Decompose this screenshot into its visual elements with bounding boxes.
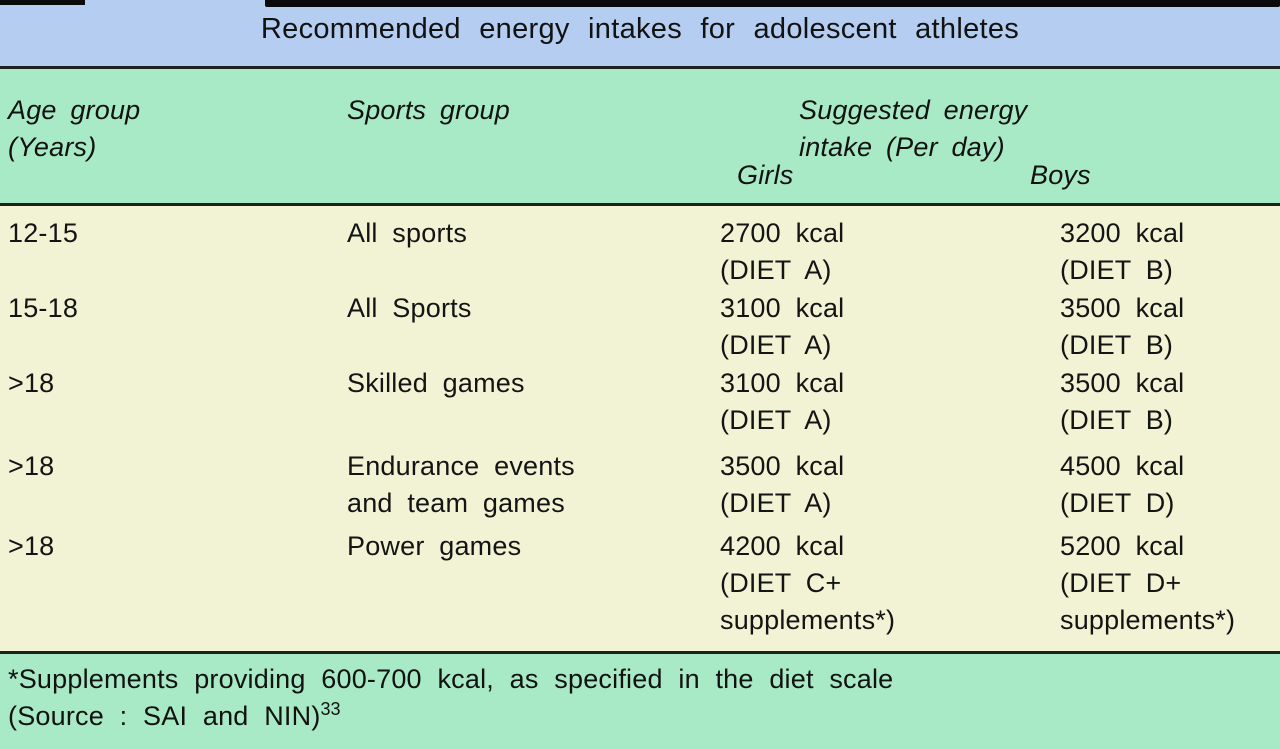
age-cell: >18 [8, 531, 55, 561]
table-body-band [0, 206, 1280, 651]
rule-below-header [0, 203, 1280, 206]
boys-intake-cell: 3500 kcal (DIET B) [1060, 293, 1185, 360]
table-header-band [0, 69, 1280, 203]
column-header-energy-line1: Suggested energy [799, 95, 1028, 125]
sports-cell: Endurance events and team games [347, 451, 575, 518]
scan-artifact-bar-left [0, 0, 85, 5]
sports-cell: Skilled games [347, 368, 525, 398]
source-reference-superscript: 33 [320, 699, 341, 719]
girls-intake-cell: 3500 kcal (DIET A) [720, 451, 845, 518]
boys-intake-cell: 3500 kcal (DIET B) [1060, 368, 1185, 435]
column-header-energy-line2: intake (Per day) [799, 132, 1005, 162]
sports-cell: All Sports [347, 293, 472, 323]
source-text: (Source : SAI and NIN) [8, 701, 321, 731]
age-cell: 12-15 [8, 218, 79, 248]
table-title: Recommended energy intakes for adolescen… [260, 13, 1020, 45]
sports-cell: All sports [347, 218, 468, 248]
column-header-age-line2: (Years) [8, 132, 97, 162]
age-cell: >18 [8, 451, 55, 481]
boys-intake-cell: 5200 kcal (DIET D+ supplements*) [1060, 531, 1236, 635]
supplements-footnote: *Supplements providing 600-700 kcal, as … [8, 664, 894, 694]
column-header-girls: Girls [737, 160, 794, 190]
boys-intake-cell: 4500 kcal (DIET D) [1060, 451, 1185, 518]
girls-intake-cell: 3100 kcal (DIET A) [720, 293, 845, 360]
girls-intake-cell: 3100 kcal (DIET A) [720, 368, 845, 435]
boys-intake-cell: 3200 kcal (DIET B) [1060, 218, 1185, 285]
title-band [0, 0, 1280, 66]
age-cell: 15-18 [8, 293, 79, 323]
rule-below-title [0, 66, 1280, 69]
rule-above-footer [0, 651, 1280, 654]
column-header-age-line1: Age group [8, 95, 141, 125]
column-header-age-group: Age group (Years) [8, 92, 140, 166]
column-header-suggested-energy: Suggested energy intake (Per day) [799, 92, 1027, 166]
table-footer-band [0, 654, 1280, 749]
column-header-boys: Boys [1030, 160, 1091, 190]
column-header-sports-group: Sports group [347, 95, 510, 125]
scan-artifact-bar-right [265, 0, 1280, 7]
source-line: (Source : SAI and NIN)33 [8, 698, 341, 735]
age-cell: >18 [8, 368, 55, 398]
girls-intake-cell: 2700 kcal (DIET A) [720, 218, 845, 285]
sports-cell: Power games [347, 531, 522, 561]
girls-intake-cell: 4200 kcal (DIET C+ supplements*) [720, 531, 896, 635]
